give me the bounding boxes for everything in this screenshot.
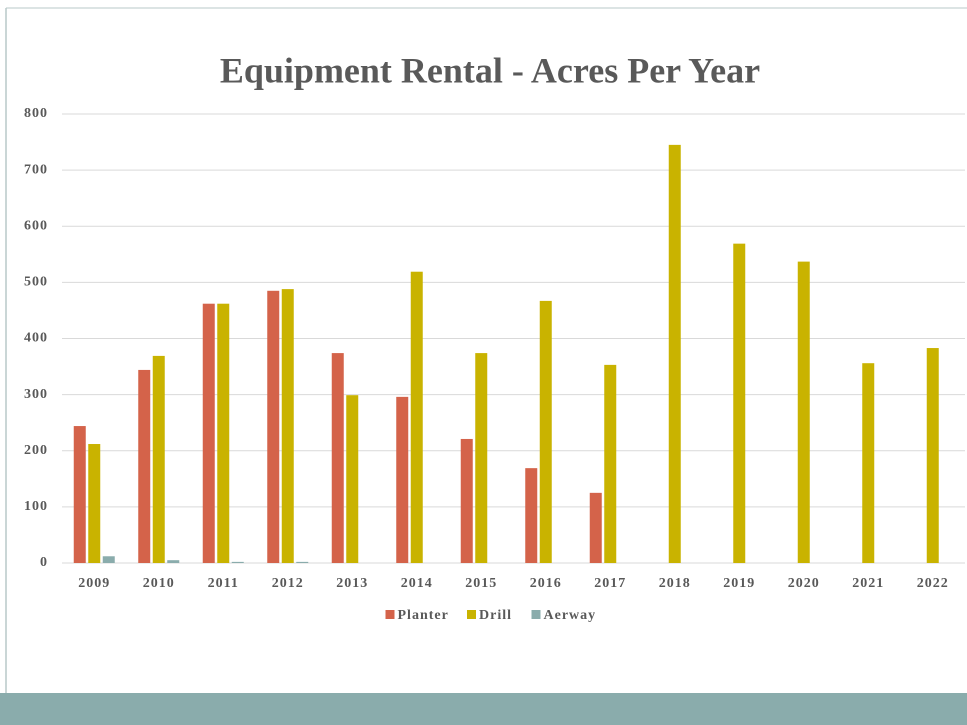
x-tick-label: 2010 <box>143 576 175 591</box>
x-tick-label: 2021 <box>852 576 884 591</box>
x-tick-label: 2016 <box>530 576 562 591</box>
bar <box>231 561 244 563</box>
x-tick-label: 2011 <box>208 576 239 591</box>
bar <box>539 300 552 563</box>
x-tick-label: 2012 <box>272 576 304 591</box>
x-tick-label: 2022 <box>917 576 949 591</box>
bar <box>926 348 939 563</box>
bar <box>460 438 473 563</box>
y-tick-label: 300 <box>24 387 48 402</box>
x-tick-label: 2017 <box>594 576 626 591</box>
bar <box>296 561 309 563</box>
legend-swatch <box>385 610 395 619</box>
bar <box>589 492 602 563</box>
bar <box>396 396 409 563</box>
bar <box>73 426 86 563</box>
bar <box>604 364 617 563</box>
legend-label: Aerway <box>544 608 597 623</box>
bar <box>346 395 359 563</box>
y-tick-label: 400 <box>24 331 48 346</box>
bar <box>88 444 101 563</box>
y-tick-label: 800 <box>24 106 48 121</box>
bar <box>202 303 215 563</box>
bar <box>102 556 115 563</box>
y-tick-label: 500 <box>24 275 48 290</box>
bar <box>410 271 423 563</box>
x-tick-label: 2019 <box>723 576 755 591</box>
legend-swatch <box>467 610 476 619</box>
bar <box>733 243 746 563</box>
y-tick-label: 200 <box>24 443 48 458</box>
bar <box>862 363 875 563</box>
chart-title: Equipment Rental - Acres Per Year <box>220 50 760 90</box>
legend-label: Planter <box>398 608 449 623</box>
bar <box>152 355 165 563</box>
bar <box>267 290 280 563</box>
bar <box>331 353 344 563</box>
legend-swatch <box>531 610 541 619</box>
x-tick-label: 2013 <box>336 576 368 591</box>
x-tick-label: 2014 <box>401 576 433 591</box>
bar <box>281 289 294 563</box>
footer-band <box>0 693 967 725</box>
y-tick-label: 600 <box>24 218 48 233</box>
bar <box>668 144 681 563</box>
bar <box>525 468 538 563</box>
y-tick-label: 0 <box>40 555 48 570</box>
legend-label: Drill <box>479 608 512 623</box>
x-tick-label: 2009 <box>78 576 110 591</box>
x-tick-label: 2018 <box>659 576 691 591</box>
bar <box>217 303 230 563</box>
y-tick-label: 100 <box>24 499 48 514</box>
bar <box>167 560 180 563</box>
x-tick-label: 2020 <box>788 576 820 591</box>
bar <box>138 369 151 563</box>
bar <box>797 261 810 563</box>
bar <box>475 353 488 563</box>
x-tick-label: 2015 <box>465 576 497 591</box>
y-tick-label: 700 <box>24 162 48 177</box>
